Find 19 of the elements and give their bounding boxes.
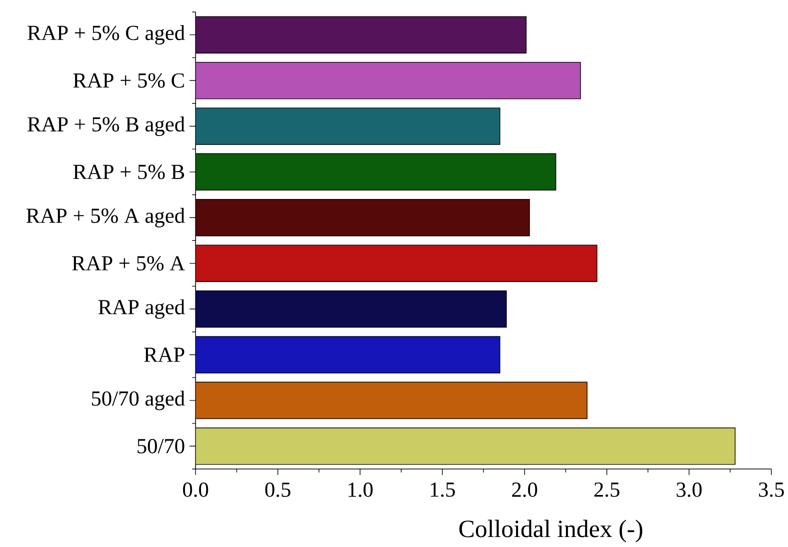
x-axis-title: Colloidal index (-) xyxy=(459,520,642,542)
x-tick-label: 3.0 xyxy=(676,482,702,498)
y-tick-label: RAP + 5% B xyxy=(73,164,184,180)
x-tick-label: 3.5 xyxy=(759,482,784,498)
x-tick-label: 0.0 xyxy=(183,482,208,498)
y-tick-label: RAP + 5% C xyxy=(73,73,184,88)
x-tick-label: 1.5 xyxy=(430,482,455,497)
y-tick-label: RAP aged xyxy=(98,299,185,319)
x-tick-label: 1.0 xyxy=(348,482,373,498)
y-tick-label: RAP + 5% B aged xyxy=(28,116,185,136)
y-tick-label: RAP xyxy=(144,348,184,362)
y-tick-label: 50/70 aged xyxy=(92,390,185,410)
x-tick-label: 2.5 xyxy=(594,482,620,498)
y-tick-label: RAP + 5% C aged xyxy=(28,25,185,45)
x-tick-label: 2.0 xyxy=(512,482,538,498)
y-tick-label: RAP + 5% A xyxy=(72,256,185,271)
x-tick-label: 0.5 xyxy=(265,482,290,498)
y-tick-label: RAP + 5% A aged xyxy=(26,208,185,228)
y-tick-label: 50/70 xyxy=(138,439,184,454)
